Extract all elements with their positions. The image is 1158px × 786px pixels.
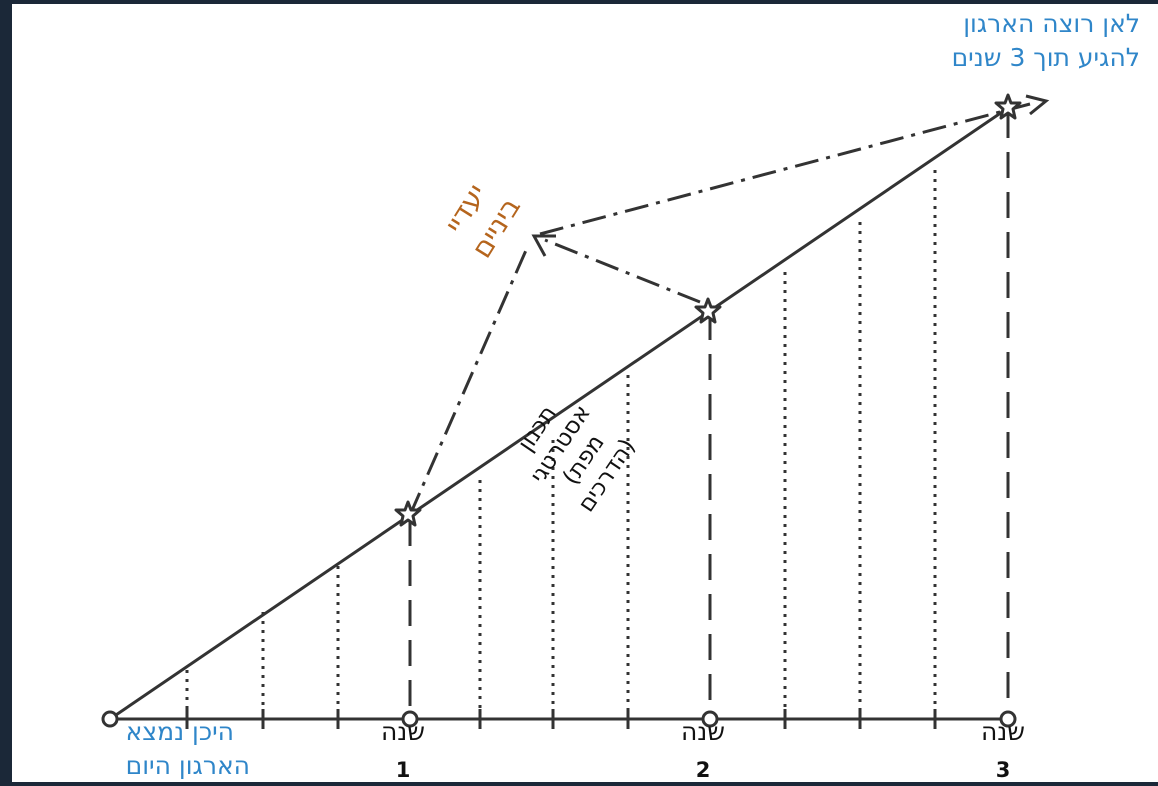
year-1-number: 1 <box>396 758 411 782</box>
interim-goal-lines <box>408 102 1031 516</box>
star-icon <box>994 93 1022 120</box>
start-label: היכן נמצא הארגון היום <box>126 717 250 780</box>
year-3-word: שנה <box>981 717 1025 746</box>
arrowhead-icon <box>531 234 556 257</box>
goal-label-line-2: להגיע תוך 3 שנים <box>952 43 1140 72</box>
goal-label: לאן רוצה הארגון להגיע תוך 3 שנים <box>952 9 1140 72</box>
milestone-stars <box>394 93 1022 527</box>
strategic-path-line <box>109 106 1009 721</box>
start-label-line-1: היכן נמצא <box>126 717 234 746</box>
year-2-circle-icon <box>701 710 719 728</box>
start-label-line-2: הארגון היום <box>126 751 250 780</box>
year-3-number: 3 <box>996 758 1011 782</box>
strategic-plan-label: תכנון אסטרטגי (מפת הדרכים) <box>513 401 641 517</box>
diagram-canvas <box>12 4 1158 782</box>
origin-circle-icon <box>101 710 119 728</box>
circle-markers <box>101 710 1017 728</box>
year-labels: שנה 1 שנה 2 שנה 3 <box>381 717 1025 782</box>
year-1-circle-icon <box>401 710 419 728</box>
goal-label-line-1: לאן רוצה הארגון <box>963 9 1140 38</box>
interim-goals-label: יעדיי ביניים <box>438 178 527 264</box>
dotted-gridlines <box>185 170 937 715</box>
year-2-word: שנה <box>681 717 725 746</box>
star-icon <box>394 500 422 527</box>
year-dashed-lines <box>408 112 1010 715</box>
year-2-number: 2 <box>696 758 711 782</box>
star-icon <box>694 297 722 324</box>
year-3-circle-icon <box>999 710 1017 728</box>
arrowhead-icon <box>1025 94 1050 116</box>
year-1-word: שנה <box>381 717 425 746</box>
